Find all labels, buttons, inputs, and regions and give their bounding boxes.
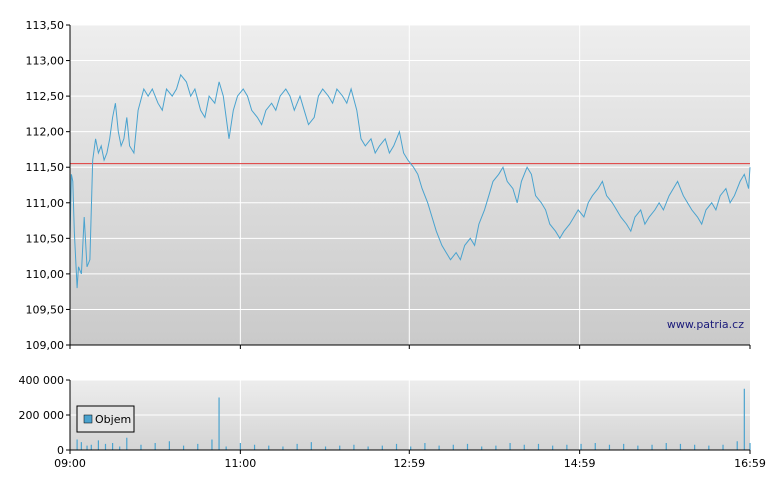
legend-label: Objem — [95, 413, 131, 426]
price-y-tick-label: 113,00 — [26, 55, 65, 68]
price-y-tick-label: 110,00 — [26, 268, 65, 281]
price-y-tick-label: 112,00 — [26, 126, 65, 139]
volume-y-tick-label: 400 000 — [19, 374, 65, 387]
price-series — [69, 73, 751, 289]
price-y-tick-label: 112,50 — [26, 90, 65, 103]
volume-series — [76, 388, 751, 450]
volume-y-tick-label: 200 000 — [19, 409, 65, 422]
price-y-tick-label: 109,00 — [26, 339, 65, 352]
volume-y-tick-label: 0 — [57, 444, 64, 457]
watermark: www.patria.cz — [667, 318, 744, 331]
x-tick-label: 09:00 — [54, 457, 86, 470]
x-tick-label: 16:59 — [734, 457, 766, 470]
legend-swatch — [83, 414, 93, 424]
price-line — [69, 73, 751, 289]
price-y-tick-label: 110,50 — [26, 232, 65, 245]
price-y-tick-label: 111,00 — [26, 197, 65, 210]
price-y-ticks: 113,50 113,00 112,50 112,00 111,50 111,00 110,… — [26, 19, 70, 352]
x-ticks: 09:00 11:00 12:59 14:59 16:59 — [54, 345, 766, 470]
price-y-tick-label: 109,50 — [26, 303, 65, 316]
price-y-tick-label: 113,50 — [26, 19, 65, 32]
price-y-tick-label: 111,50 — [26, 161, 65, 174]
x-tick-label: 11:00 — [225, 457, 257, 470]
volume-legend: Objem — [76, 405, 135, 433]
price-plot-area — [70, 25, 750, 345]
volume-y-ticks: 400 000 200 000 0 — [19, 374, 70, 457]
x-tick-label: 12:59 — [393, 457, 425, 470]
x-tick-label: 14:59 — [564, 457, 596, 470]
